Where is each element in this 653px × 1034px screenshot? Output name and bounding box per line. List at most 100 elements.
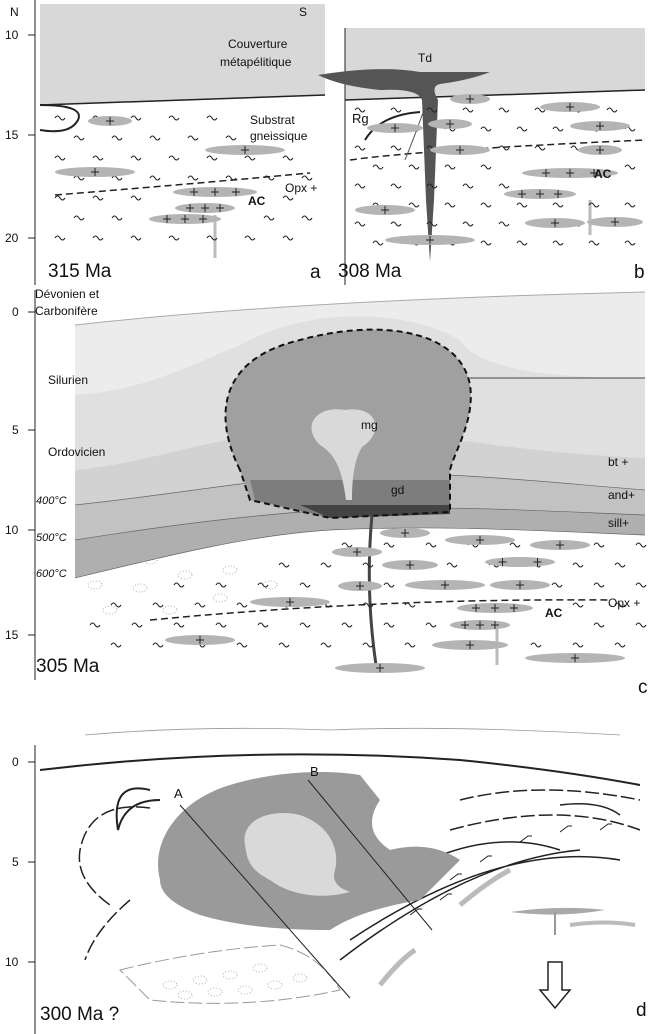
- gneiss-symbol: [279, 643, 289, 647]
- gneiss-symbol: [74, 216, 84, 220]
- gneiss-symbol: [283, 236, 293, 240]
- gneiss-symbol: [150, 136, 160, 140]
- gneiss-symbol: [517, 203, 527, 207]
- depth-tick-label: 15: [5, 628, 19, 642]
- gneiss-symbol: [636, 623, 646, 627]
- gneiss-symbol: [517, 127, 527, 131]
- arrow: [540, 962, 570, 1008]
- gneiss-symbol: [237, 643, 247, 647]
- depth-tick-label: 0: [12, 305, 19, 319]
- gneiss-symbol: [463, 184, 473, 188]
- substrate-label: Substrat: [250, 113, 295, 127]
- lens: [510, 908, 605, 915]
- gneiss-symbol: [264, 216, 274, 220]
- gneiss-symbol: [245, 156, 255, 160]
- cover-label: Couverture: [228, 37, 288, 51]
- gneiss-symbol: [409, 165, 419, 169]
- gneiss-symbol: [589, 241, 599, 245]
- stratum-label: Silurien: [48, 373, 88, 387]
- gneiss-symbol: [342, 543, 352, 547]
- gneiss-symbol: [594, 543, 604, 547]
- gneiss-symbol: [302, 216, 312, 220]
- gneiss-symbol: [499, 222, 509, 226]
- gneiss-symbol: [391, 184, 401, 188]
- depth-tick-label: 10: [5, 28, 19, 42]
- gneiss-symbol: [93, 196, 103, 200]
- gneiss-symbol: [481, 203, 491, 207]
- pluton-label: mg: [361, 418, 378, 432]
- dotted-pebble: [178, 571, 192, 579]
- gneiss-symbol: [445, 165, 455, 169]
- depth-tick-label: 5: [12, 855, 19, 869]
- gneiss-symbol: [300, 583, 310, 587]
- gneiss-symbol: [131, 116, 141, 120]
- gneiss-symbol: [132, 623, 142, 627]
- gneiss-symbol: [302, 176, 312, 180]
- gneiss-symbol: [355, 222, 365, 226]
- gneiss-symbol: [55, 156, 65, 160]
- gneiss-symbol: [355, 146, 365, 150]
- shear-sense: [600, 824, 612, 830]
- isograd-label: bt +: [608, 455, 628, 469]
- depth-tick-label: 10: [5, 955, 19, 969]
- panel-letter: b: [634, 262, 645, 283]
- gneiss-symbol: [279, 563, 289, 567]
- depth-tick-label: 0: [12, 755, 19, 769]
- gneiss-symbol: [74, 136, 84, 140]
- gneiss-symbol: [447, 563, 457, 567]
- gneiss-symbol: [391, 222, 401, 226]
- horizon: [460, 790, 640, 800]
- dotted-pebble: [293, 974, 307, 982]
- section-label: B: [310, 764, 319, 779]
- gneiss-symbol: [93, 156, 103, 160]
- depth-tick-label: 5: [12, 423, 19, 437]
- gneiss-symbol: [321, 563, 331, 567]
- panel-letter: d: [636, 1000, 647, 1021]
- gneiss-symbol: [535, 146, 545, 150]
- gneiss-symbol: [153, 603, 163, 607]
- gneiss-symbol: [594, 623, 604, 627]
- dotted-pebble: [133, 584, 147, 592]
- dotted-pebble: [263, 581, 277, 589]
- dotted-pebble: [163, 981, 177, 989]
- gneiss-symbol: [391, 146, 401, 150]
- surface-d: [85, 728, 620, 735]
- lens: [570, 923, 635, 926]
- gneiss-symbol: [594, 583, 604, 587]
- gneiss-symbol: [636, 583, 646, 587]
- figure: N S 10 15 20 Couverture métapélitique Su…: [0, 0, 653, 1034]
- gneiss-symbol: [363, 643, 373, 647]
- intrusion-label: AC: [594, 167, 612, 181]
- gneiss-symbol: [615, 563, 625, 567]
- gneiss-symbol: [405, 603, 415, 607]
- shear-sense: [480, 856, 492, 862]
- gneiss-symbol: [174, 583, 184, 587]
- gneiss-symbol: [573, 643, 583, 647]
- pluton-label: gd: [391, 483, 404, 497]
- stratum-label: Dévonien et: [35, 287, 100, 301]
- gneiss-symbol: [226, 136, 236, 140]
- gneiss-symbol: [90, 623, 100, 627]
- gneiss-symbol: [426, 543, 436, 547]
- intrusion-label: AC: [248, 194, 266, 208]
- dotted-pebble: [213, 594, 227, 602]
- gneiss-symbol: [195, 603, 205, 607]
- fold-d: [79, 807, 150, 905]
- gneiss-symbol: [499, 184, 509, 188]
- temperature-label: 600°C: [36, 568, 67, 580]
- gneiss-symbol: [131, 236, 141, 240]
- gneiss-symbol: [188, 136, 198, 140]
- dotted-pebble: [238, 986, 252, 994]
- rock-label: Rg: [352, 111, 369, 126]
- horizon: [450, 815, 640, 830]
- gneiss-symbol: [625, 203, 635, 207]
- gneiss-symbol: [405, 643, 415, 647]
- frame: [28, 0, 645, 1034]
- gneiss-symbol: [463, 108, 473, 112]
- depth-tick-label: 15: [5, 128, 19, 142]
- gneiss-symbol: [112, 176, 122, 180]
- age: 305 Ma: [36, 656, 100, 677]
- gneiss-symbol: [384, 583, 394, 587]
- gneiss-symbol: [481, 127, 491, 131]
- gneiss-symbol: [169, 236, 179, 240]
